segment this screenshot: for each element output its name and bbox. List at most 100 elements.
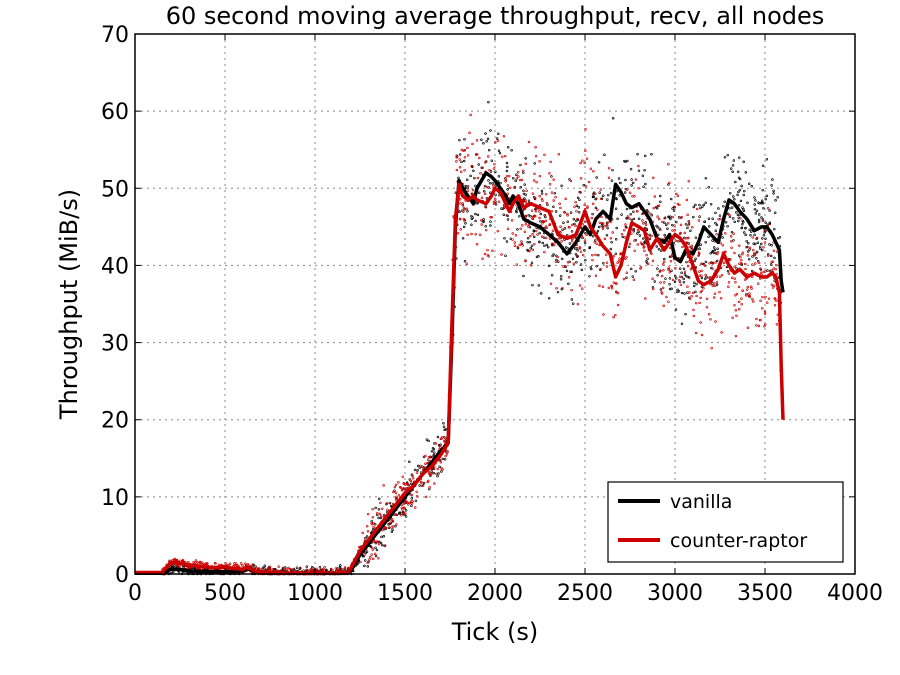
sample-dot xyxy=(691,226,694,229)
sample-dot xyxy=(600,215,603,219)
sample-dot xyxy=(295,566,299,569)
sample-dot xyxy=(611,168,614,172)
sample-dot xyxy=(678,275,682,279)
sample-dot xyxy=(737,176,741,180)
sample-dot xyxy=(726,153,729,157)
sample-dot xyxy=(402,506,406,509)
sample-dot xyxy=(545,226,549,230)
sample-dot xyxy=(363,559,367,562)
sample-dot xyxy=(457,176,460,180)
sample-dot xyxy=(503,236,506,240)
sample-dot xyxy=(671,229,674,232)
sample-dot xyxy=(692,215,695,219)
sample-dot xyxy=(598,268,602,272)
sample-dot xyxy=(749,230,753,233)
sample-dot xyxy=(576,217,579,221)
sample-dot xyxy=(413,506,417,509)
sample-dot xyxy=(528,240,532,244)
sample-dot xyxy=(574,201,577,204)
sample-dot xyxy=(365,550,369,553)
sample-dot xyxy=(520,240,523,243)
sample-dot xyxy=(693,281,696,285)
sample-dot xyxy=(485,139,488,143)
sample-dot xyxy=(583,248,586,252)
sample-dot xyxy=(673,274,677,278)
sample-dot xyxy=(458,165,462,169)
sample-dot xyxy=(480,138,483,141)
sample-dot xyxy=(639,241,643,244)
sample-dot xyxy=(650,213,654,217)
sample-dot xyxy=(482,142,485,145)
sample-dot xyxy=(390,530,394,534)
sample-dot xyxy=(319,569,322,572)
sample-dot xyxy=(571,223,574,227)
sample-dot xyxy=(711,250,714,254)
x-tick-label: 2000 xyxy=(467,581,523,606)
sample-dot xyxy=(700,285,704,288)
sample-dot xyxy=(441,457,445,461)
sample-dot xyxy=(720,331,723,334)
sample-dot xyxy=(550,209,553,213)
sample-dot xyxy=(394,491,398,494)
sample-dot xyxy=(745,239,748,243)
sample-dot xyxy=(768,222,772,225)
sample-dot xyxy=(521,244,524,247)
sample-dot xyxy=(369,545,373,549)
sample-dot xyxy=(329,567,333,571)
sample-dot xyxy=(174,565,177,568)
sample-dot xyxy=(730,240,733,243)
sample-dot xyxy=(614,207,618,210)
sample-dot xyxy=(549,160,552,164)
sample-dot xyxy=(323,566,326,569)
sample-dot xyxy=(728,213,731,217)
sample-dot xyxy=(625,207,629,211)
sample-dot xyxy=(474,212,477,216)
sample-dot xyxy=(474,232,477,236)
sample-dot xyxy=(656,215,659,218)
sample-dot xyxy=(757,218,761,222)
sample-dot xyxy=(427,479,430,483)
sample-dot xyxy=(545,201,549,205)
sample-dot xyxy=(455,156,458,159)
sample-dot xyxy=(620,213,623,216)
sample-dot xyxy=(693,259,696,263)
sample-dot xyxy=(666,227,669,231)
sample-dot xyxy=(224,562,227,565)
sample-dot xyxy=(540,189,544,193)
sample-dot xyxy=(436,467,439,471)
sample-dot xyxy=(711,284,715,288)
sample-dot xyxy=(686,264,690,268)
sample-dot xyxy=(715,259,719,263)
sample-dot xyxy=(767,297,771,300)
sample-dot xyxy=(683,273,687,276)
sample-dot xyxy=(365,525,369,528)
sample-dot xyxy=(486,155,490,158)
sample-dot xyxy=(694,301,698,305)
sample-dot xyxy=(338,566,342,569)
sample-dot xyxy=(374,506,377,510)
sample-dot xyxy=(604,253,608,256)
sample-dot xyxy=(470,214,473,218)
sample-dot xyxy=(528,249,531,253)
sample-dot xyxy=(607,286,611,290)
sample-dot xyxy=(558,237,561,240)
y-tick-label: 0 xyxy=(115,563,129,588)
sample-dot xyxy=(710,346,713,350)
sample-dot xyxy=(610,179,614,182)
sample-dot xyxy=(385,501,389,505)
sample-dot xyxy=(722,261,726,265)
sample-dot xyxy=(761,218,765,221)
sample-dot xyxy=(603,153,606,156)
sample-dot xyxy=(559,277,563,281)
sample-dot xyxy=(651,277,654,281)
sample-dot xyxy=(217,563,221,567)
sample-dot xyxy=(538,210,541,213)
sample-dot xyxy=(455,160,458,163)
sample-dot xyxy=(570,230,574,233)
sample-dot xyxy=(763,310,767,313)
sample-dot xyxy=(583,161,586,165)
sample-dot xyxy=(757,324,761,328)
sample-dot xyxy=(541,220,545,223)
y-tick-label: 70 xyxy=(101,23,129,48)
sample-dot xyxy=(581,253,585,257)
